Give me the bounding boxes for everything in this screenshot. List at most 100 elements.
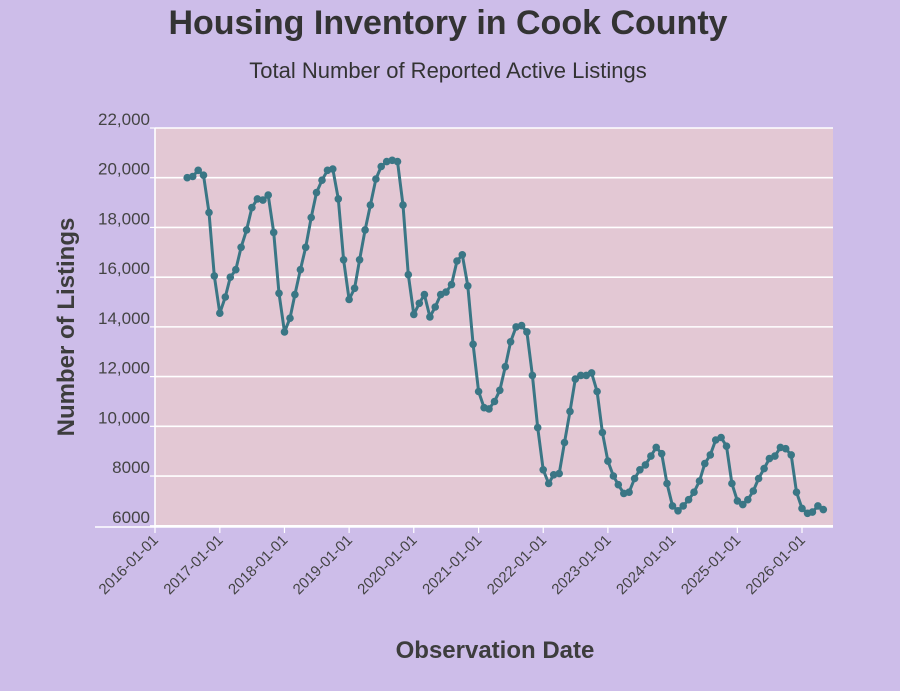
data-point [334, 195, 343, 203]
data-point [259, 196, 267, 204]
data-point [469, 340, 477, 349]
x-tick-label: 2017-01-01 [160, 532, 226, 598]
y-tick-label: 6000 [112, 508, 150, 527]
data-point [701, 459, 709, 468]
data-point [361, 226, 369, 234]
x-tick-label: 2023-01-01 [548, 532, 614, 598]
data-point [614, 480, 623, 489]
data-point [377, 162, 386, 171]
data-point [296, 265, 305, 274]
data-point [717, 433, 725, 442]
data-point [523, 328, 531, 336]
data-point [393, 157, 402, 166]
data-point [577, 371, 585, 380]
data-point [539, 466, 547, 474]
x-tick-label: 2022-01-01 [484, 532, 550, 598]
data-point [587, 369, 596, 377]
data-point [199, 171, 208, 179]
data-point [453, 257, 461, 265]
data-point [501, 362, 510, 371]
data-point [312, 188, 321, 197]
data-point [679, 502, 687, 510]
data-point [307, 213, 316, 222]
data-point [533, 423, 542, 432]
data-point [630, 474, 639, 483]
x-tick-label: 2024-01-01 [613, 532, 679, 598]
data-point [739, 500, 747, 509]
data-point [798, 504, 806, 513]
data-point [232, 265, 240, 274]
data-point [350, 284, 359, 293]
y-tick-label: 22,000 [98, 110, 150, 129]
data-point [242, 226, 251, 234]
data-point [485, 405, 493, 413]
data-point [663, 479, 671, 488]
data-point [674, 507, 682, 515]
data-point [291, 290, 299, 299]
data-point [506, 338, 515, 346]
data-point [544, 479, 553, 488]
data-point [442, 288, 450, 296]
data-point [749, 487, 758, 495]
data-point [625, 488, 633, 497]
data-point [226, 273, 235, 282]
data-point [372, 175, 380, 183]
data-point [604, 457, 612, 465]
data-point [593, 387, 601, 396]
data-point [329, 165, 337, 173]
y-tick-label: 8000 [112, 458, 150, 477]
data-point [431, 303, 440, 311]
data-point [771, 452, 779, 460]
data-point [366, 201, 375, 209]
y-tick-label: 18,000 [98, 209, 150, 228]
data-point [722, 442, 731, 451]
data-point [318, 176, 326, 184]
data-point [286, 314, 294, 323]
data-point [464, 282, 472, 290]
data-point [415, 299, 424, 308]
data-point [641, 461, 650, 469]
y-tick-label: 10,000 [98, 408, 150, 427]
data-point [194, 166, 202, 175]
y-axis: 6000 8000 10,000 12,000 14,000 16,000 18,000 20… [98, 110, 156, 527]
data-point [728, 479, 736, 488]
x-tick-label: 2018-01-01 [225, 532, 291, 598]
data-point [684, 495, 693, 504]
x-tick-label: 2021-01-01 [419, 532, 485, 598]
y-tick-label: 14,000 [98, 309, 150, 328]
data-point [566, 407, 574, 416]
x-tick-label: 2019-01-01 [290, 532, 356, 598]
chart-title: Housing Inventory in Cook County [168, 4, 727, 42]
y-tick-label: 12,000 [98, 359, 150, 378]
data-point [420, 290, 429, 299]
data-point [814, 502, 822, 510]
data-point [668, 502, 677, 510]
data-point [609, 472, 618, 480]
x-tick-label: 2025-01-01 [678, 532, 744, 598]
data-point [636, 466, 644, 474]
data-point [345, 295, 353, 304]
data-point [496, 386, 504, 395]
data-point [399, 201, 407, 209]
y-tick-label: 16,000 [98, 259, 150, 278]
data-point [210, 272, 219, 280]
data-point [447, 280, 456, 289]
data-point [458, 251, 467, 259]
data-point [301, 243, 310, 252]
data-point [280, 328, 289, 336]
data-point [560, 438, 569, 447]
data-point [248, 203, 256, 212]
data-point [237, 243, 245, 252]
data-point [490, 397, 499, 406]
data-point [410, 310, 418, 319]
data-point [474, 387, 483, 396]
data-point [426, 313, 434, 321]
data-point [517, 321, 526, 330]
data-point [404, 270, 413, 279]
data-point [647, 452, 655, 460]
data-point [760, 464, 768, 473]
data-point [690, 488, 698, 497]
series-points [183, 156, 828, 518]
data-point [695, 477, 704, 485]
data-point [555, 469, 563, 478]
